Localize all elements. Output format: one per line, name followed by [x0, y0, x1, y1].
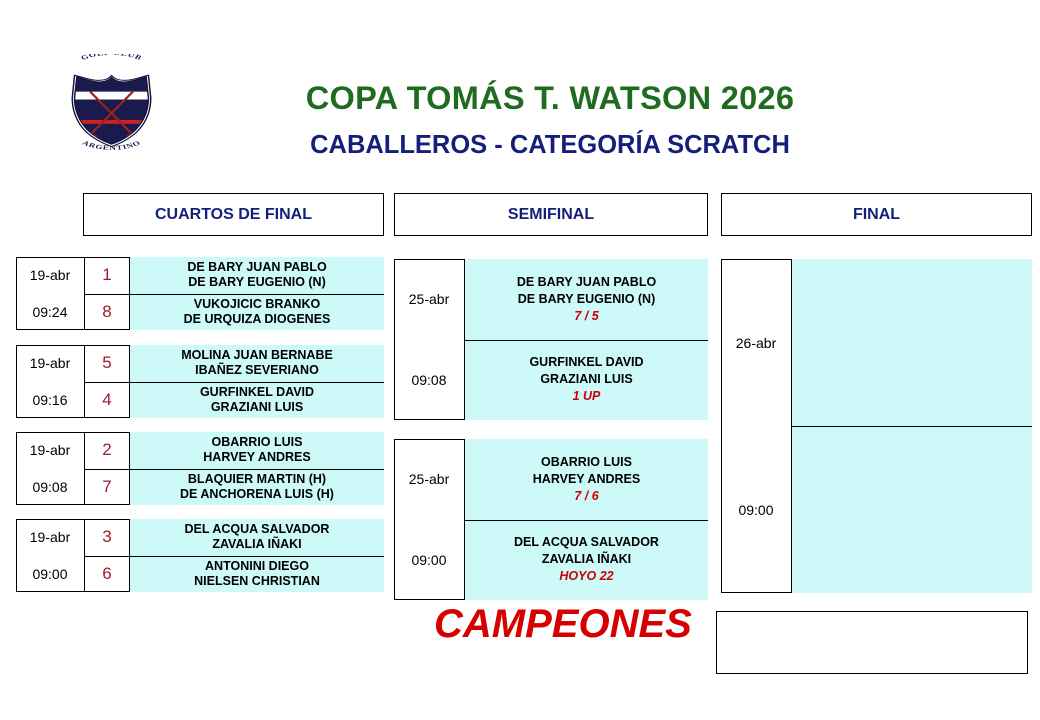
svg-text:GOLF CLUB: GOLF CLUB: [79, 54, 144, 62]
